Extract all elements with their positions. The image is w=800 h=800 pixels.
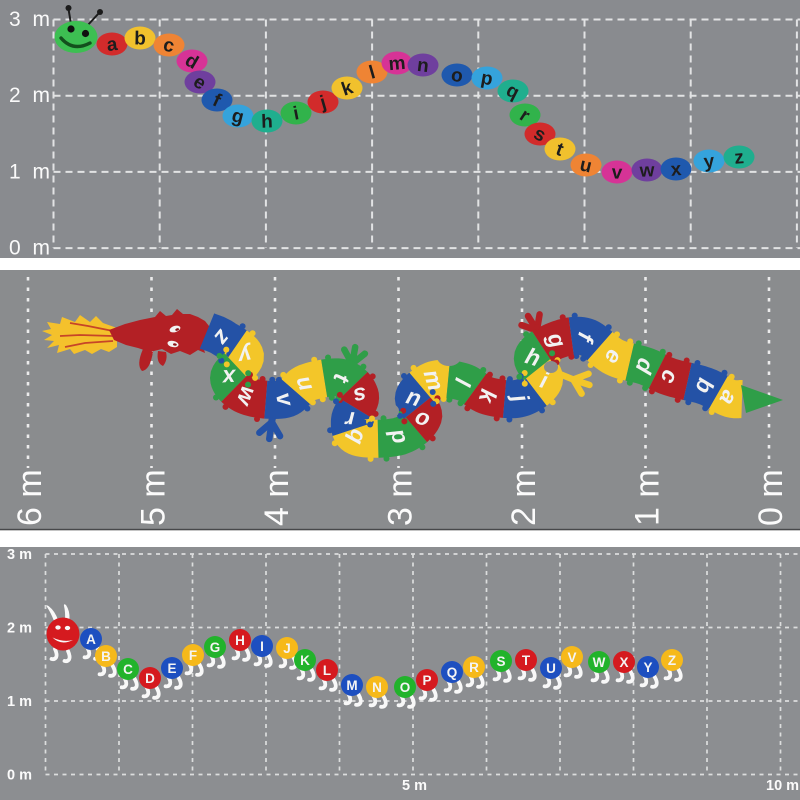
svg-text:B: B xyxy=(101,649,111,664)
svg-text:G: G xyxy=(210,640,221,655)
svg-text:b: b xyxy=(134,28,146,49)
svg-text:S: S xyxy=(496,654,505,669)
svg-text:5 m: 5 m xyxy=(135,469,173,526)
svg-text:3 m: 3 m xyxy=(7,547,32,563)
svg-text:M: M xyxy=(346,678,357,693)
svg-text:m: m xyxy=(388,53,407,75)
svg-text:N: N xyxy=(372,680,382,695)
svg-text:F: F xyxy=(189,648,197,663)
svg-text:0 m: 0 m xyxy=(752,469,790,526)
svg-text:x: x xyxy=(670,159,683,181)
svg-text:v: v xyxy=(611,162,623,184)
svg-text:i: i xyxy=(292,103,301,125)
svg-text:10 m: 10 m xyxy=(766,778,799,794)
svg-text:Q: Q xyxy=(447,665,458,680)
svg-text:K: K xyxy=(300,653,310,668)
svg-text:u: u xyxy=(578,154,594,177)
svg-text:z: z xyxy=(733,147,744,169)
svg-text:5 m: 5 m xyxy=(402,778,427,794)
svg-text:3 m: 3 m xyxy=(382,469,420,526)
svg-text:O: O xyxy=(400,680,411,695)
svg-text:w: w xyxy=(638,160,655,182)
svg-text:0 m: 0 m xyxy=(7,768,32,784)
svg-text:2 m: 2 m xyxy=(9,84,53,107)
svg-text:2 m: 2 m xyxy=(505,469,543,526)
svg-text:p: p xyxy=(479,68,494,91)
svg-text:Y: Y xyxy=(643,660,652,675)
svg-text:y: y xyxy=(235,342,254,370)
svg-text:p: p xyxy=(385,425,414,447)
svg-text:6 m: 6 m xyxy=(11,469,49,526)
svg-text:Z: Z xyxy=(668,653,676,668)
svg-text:4 m: 4 m xyxy=(258,469,296,526)
svg-text:1 m: 1 m xyxy=(629,469,667,526)
svg-text:C: C xyxy=(123,662,133,677)
svg-text:o: o xyxy=(450,65,464,87)
svg-text:T: T xyxy=(522,653,531,668)
svg-text:a: a xyxy=(106,34,119,56)
svg-text:E: E xyxy=(167,661,176,676)
svg-text:1 m: 1 m xyxy=(9,160,53,183)
svg-text:R: R xyxy=(469,660,479,675)
svg-text:W: W xyxy=(593,655,606,670)
svg-text:x: x xyxy=(221,365,238,392)
svg-text:0 m: 0 m xyxy=(9,237,53,260)
svg-text:2 m: 2 m xyxy=(7,621,32,637)
svg-text:y: y xyxy=(703,151,716,173)
svg-text:h: h xyxy=(261,111,273,132)
svg-text:1 m: 1 m xyxy=(7,694,32,710)
svg-text:X: X xyxy=(619,655,628,670)
svg-text:I: I xyxy=(260,639,264,654)
svg-text:L: L xyxy=(323,663,331,678)
svg-text:3 m: 3 m xyxy=(9,8,53,31)
svg-text:s: s xyxy=(351,382,369,410)
svg-text:V: V xyxy=(567,650,576,665)
svg-text:g: g xyxy=(230,105,246,128)
svg-text:j: j xyxy=(317,92,329,114)
svg-text:n: n xyxy=(416,55,430,77)
svg-text:A: A xyxy=(86,632,96,647)
svg-text:l: l xyxy=(367,62,378,84)
svg-text:D: D xyxy=(145,671,155,686)
svg-text:J: J xyxy=(283,641,291,656)
svg-text:H: H xyxy=(235,633,245,648)
svg-text:r: r xyxy=(344,407,355,433)
svg-text:P: P xyxy=(422,673,431,688)
svg-text:U: U xyxy=(546,661,556,676)
